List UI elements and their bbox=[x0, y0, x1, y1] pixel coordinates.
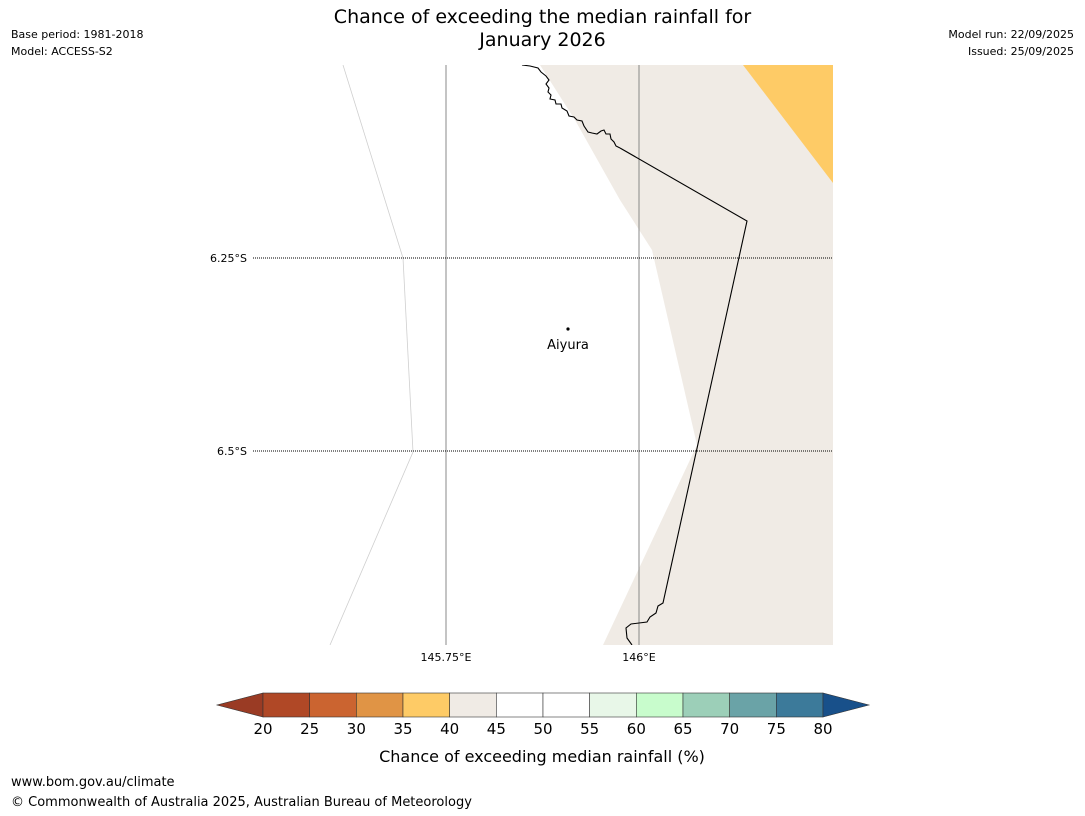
colorbar-tick-label: 80 bbox=[813, 720, 832, 738]
lon-label-146: 146°E bbox=[622, 651, 655, 664]
colorbar-tick-label: 75 bbox=[767, 720, 786, 738]
footer-copyright: © Commonwealth of Australia 2025, Austra… bbox=[11, 795, 472, 810]
title-line-1: Chance of exceeding the median rainfall … bbox=[333, 6, 752, 28]
colorbar-segment-30-35 bbox=[356, 692, 404, 718]
colorbar-segment-60-65 bbox=[636, 692, 684, 718]
map-area bbox=[253, 65, 833, 645]
model-name: Model: ACCESS-S2 bbox=[11, 45, 113, 58]
meta-left: Base period: 1981-2018 Model: ACCESS-S2 bbox=[11, 26, 143, 60]
colorbar-segment-35-40 bbox=[402, 692, 450, 718]
colorbar-segment-40-45 bbox=[449, 692, 497, 718]
colorbar-extend-high bbox=[822, 692, 871, 718]
colorbar-segment-20-25 bbox=[262, 692, 310, 718]
base-period: Base period: 1981-2018 bbox=[11, 28, 144, 41]
colorbar-segment-65-70 bbox=[682, 692, 730, 718]
colorbar-tick-label: 25 bbox=[300, 720, 319, 738]
colorbar-tick-label: 45 bbox=[487, 720, 506, 738]
colorbar-segment-25-30 bbox=[309, 692, 357, 718]
colorbar-segment-55-60 bbox=[589, 692, 637, 718]
colorbar-tick-label: 40 bbox=[440, 720, 459, 738]
colorbar-segment-70-75 bbox=[729, 692, 777, 718]
colorbar: 20 25 30 35 40 45 50 55 60 65 70 75 80 bbox=[215, 692, 871, 738]
contour-line bbox=[329, 65, 414, 645]
issued-date: Issued: 25/09/2025 bbox=[967, 45, 1074, 58]
meta-right: Model run: 22/09/2025 Issued: 25/09/2025 bbox=[948, 26, 1074, 60]
colorbar-tick-label: 70 bbox=[720, 720, 739, 738]
colorbar-tick-label: 35 bbox=[393, 720, 412, 738]
forecast-region-35-40 bbox=[743, 65, 833, 183]
colorbar-segment-45-50 bbox=[496, 692, 544, 718]
colorbar-tick-label: 65 bbox=[673, 720, 692, 738]
aiyura-marker bbox=[566, 327, 570, 331]
place-label-aiyura: Aiyura bbox=[547, 338, 589, 353]
colorbar-tick-label: 20 bbox=[253, 720, 272, 738]
model-run: Model run: 22/09/2025 bbox=[948, 28, 1074, 41]
footer-url: www.bom.gov.au/climate bbox=[11, 775, 175, 790]
colorbar-segment-50-55 bbox=[542, 692, 590, 718]
forecast-region-40-45 bbox=[540, 65, 833, 645]
colorbar-tick-label: 30 bbox=[347, 720, 366, 738]
colorbar-tick-label: 50 bbox=[533, 720, 552, 738]
colorbar-tick-label: 60 bbox=[627, 720, 646, 738]
lon-label-145-75: 145.75°E bbox=[421, 651, 472, 664]
colorbar-extend-low bbox=[215, 692, 264, 718]
title-line-2: January 2026 bbox=[479, 29, 606, 51]
map-title: Chance of exceeding the median rainfall … bbox=[0, 6, 1085, 52]
boundary-line bbox=[619, 147, 748, 645]
colorbar-tick-label: 55 bbox=[580, 720, 599, 738]
colorbar-segment-75-80 bbox=[776, 692, 824, 718]
lat-label-6-5: 6.5°S bbox=[217, 445, 247, 458]
colorbar-title: Chance of exceeding median rainfall (%) bbox=[379, 747, 705, 766]
coastline bbox=[521, 65, 621, 149]
lat-label-6-25: 6.25°S bbox=[210, 252, 247, 265]
